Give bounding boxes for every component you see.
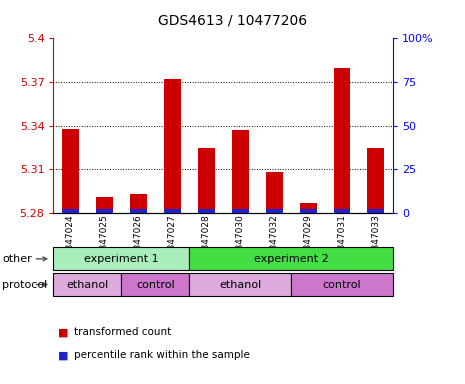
Text: ethanol: ethanol	[219, 280, 261, 290]
Text: experiment 1: experiment 1	[84, 254, 159, 264]
Bar	[121, 273, 189, 296]
Bar	[232, 209, 249, 213]
Text: protocol: protocol	[2, 280, 47, 290]
Bar	[53, 273, 121, 296]
Text: ethanol: ethanol	[66, 280, 108, 290]
Bar	[299, 209, 317, 213]
Text: control: control	[136, 280, 175, 290]
Text: other: other	[2, 254, 32, 264]
Bar	[164, 209, 181, 213]
Bar	[333, 68, 351, 213]
Bar	[130, 209, 147, 213]
Bar	[198, 147, 215, 213]
Bar	[164, 79, 181, 213]
Text: experiment 2: experiment 2	[254, 254, 328, 264]
Text: ■: ■	[58, 327, 69, 337]
Bar	[130, 194, 147, 213]
Bar	[299, 203, 317, 213]
Bar	[367, 147, 385, 213]
Bar	[96, 209, 113, 213]
Text: ■: ■	[58, 350, 69, 360]
Bar	[62, 129, 79, 213]
Text: control: control	[323, 280, 361, 290]
Bar	[266, 172, 283, 213]
Bar	[367, 209, 385, 213]
Bar	[189, 247, 393, 270]
Bar	[333, 209, 351, 213]
Bar	[232, 130, 249, 213]
Bar	[198, 209, 215, 213]
Bar	[62, 209, 79, 213]
Bar	[266, 209, 283, 213]
Text: GDS4613 / 10477206: GDS4613 / 10477206	[158, 13, 307, 27]
Bar	[53, 247, 189, 270]
Text: percentile rank within the sample: percentile rank within the sample	[74, 350, 250, 360]
Bar	[96, 197, 113, 213]
Text: transformed count: transformed count	[74, 327, 172, 337]
Bar	[291, 273, 393, 296]
Bar	[189, 273, 291, 296]
